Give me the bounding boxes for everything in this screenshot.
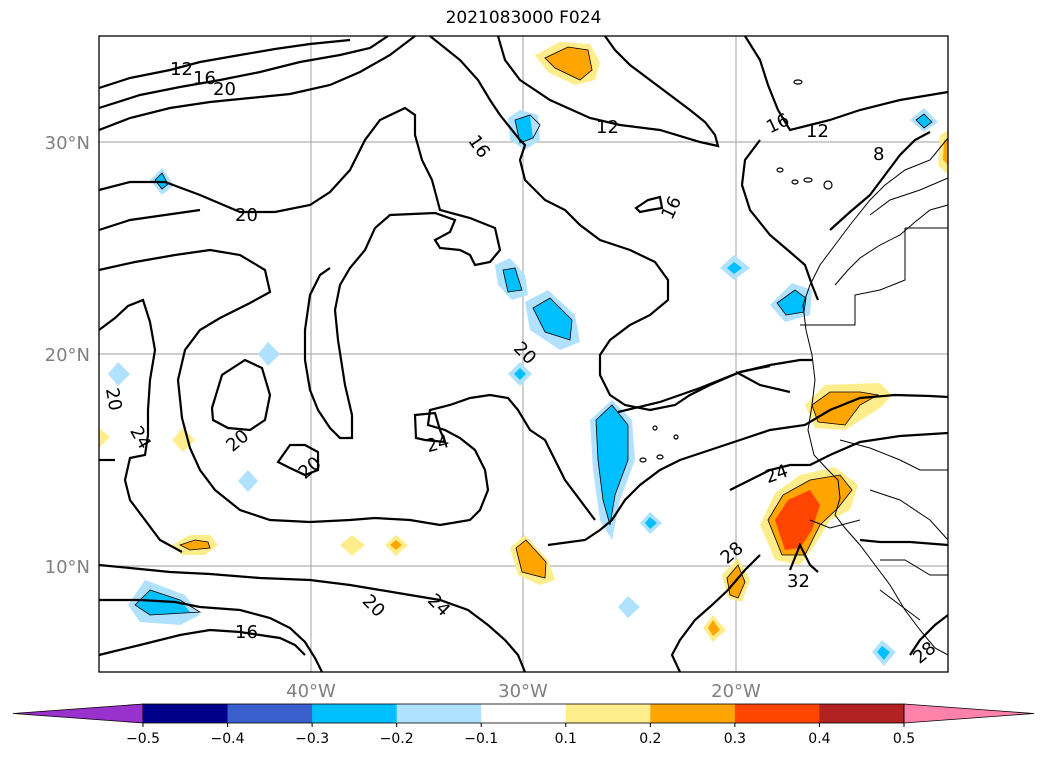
colorbar-tick-label: 0.3 <box>724 731 746 747</box>
contour-label: 12 <box>806 121 829 142</box>
colorbar-tick-label: −0.4 <box>211 731 245 747</box>
latitude-labels: 30°N 20°N 10°N <box>45 133 90 578</box>
contour-label: 20 <box>235 205 258 226</box>
map-area: 12 16 20 12 16 12 16 8 20 16 20 20 24 20… <box>98 35 949 673</box>
contour-lines <box>98 35 949 673</box>
colorbar: −0.5 −0.4 −0.3 −0.2 −0.1 0.1 0.2 0.3 0.4 0.5 <box>12 703 1035 747</box>
colorbar-tick-label: 0.2 <box>639 731 661 747</box>
colorbar-tick-label: −0.1 <box>464 731 498 747</box>
lon-label-30w: 30°W <box>498 681 548 702</box>
colorbar-segment <box>396 704 482 723</box>
map-frame <box>98 35 949 673</box>
contour-label: 32 <box>787 571 810 592</box>
contour-label: 8 <box>873 144 884 165</box>
colorbar-tick-label: −0.2 <box>380 731 414 747</box>
colorbar-segment <box>734 704 820 723</box>
longitude-labels: 40°W 30°W 20°W <box>286 681 761 702</box>
lat-label-30n: 30°N <box>45 133 90 154</box>
colorbar-segment <box>312 704 398 723</box>
colorbar-tick-label: 0.4 <box>808 731 830 747</box>
lon-label-40w: 40°W <box>286 681 336 702</box>
lat-label-10n: 10°N <box>45 557 90 578</box>
colorbar-tick-label: 0.5 <box>893 731 915 747</box>
colorbar-segment <box>565 704 651 723</box>
colorbar-tick-label: −0.3 <box>295 731 329 747</box>
lat-label-20n: 20°N <box>45 345 90 366</box>
colorbar-extend-high <box>903 703 1035 724</box>
lon-label-20w: 20°W <box>711 681 761 702</box>
colorbar-segment <box>227 704 313 723</box>
contour-label: 12 <box>596 117 619 138</box>
colorbar-extend-low <box>12 703 144 724</box>
contour-label: 20 <box>213 79 236 100</box>
colorbar-segment <box>143 704 229 723</box>
colorbar-tick-label: 0.1 <box>555 731 577 747</box>
thin-contours <box>134 46 933 616</box>
colorbar-segment <box>650 704 736 723</box>
colorbar-segment <box>819 704 905 723</box>
colorbar-segment <box>481 704 567 723</box>
colorbar-tick-label: −0.5 <box>126 731 160 747</box>
contour-label: 20 <box>101 386 126 412</box>
contour-label: 12 <box>170 59 193 80</box>
map-title: 2021083000 F024 <box>445 8 602 28</box>
colorbar-frame <box>142 703 905 724</box>
contour-label: 16 <box>235 622 258 643</box>
coastlines <box>800 137 949 656</box>
contour-label: 16 <box>193 68 216 89</box>
islands <box>639 79 833 463</box>
